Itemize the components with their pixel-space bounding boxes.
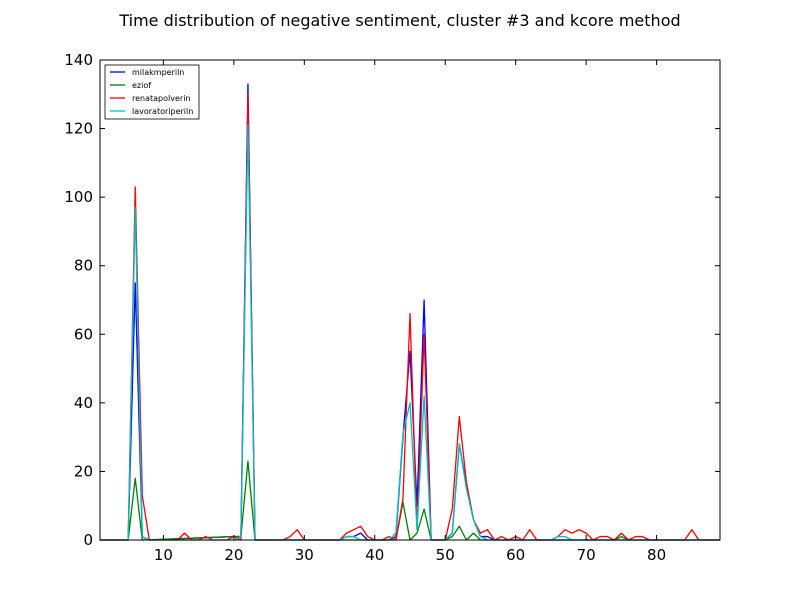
axes-frame: [99, 59, 721, 541]
y-tick-label: 100: [64, 188, 93, 206]
x-tick-label: 50: [436, 546, 455, 564]
y-tick-label: 140: [64, 51, 93, 69]
x-tick-label: 60: [506, 546, 525, 564]
legend-label-milakmperiln: milakmperiln: [132, 68, 184, 77]
x-tick-label: 80: [647, 546, 666, 564]
legend-label-lavoratoriperiln: lavoratoriperiln: [132, 107, 193, 116]
y-tick-label: 80: [74, 257, 93, 275]
y-tick-label: 40: [74, 394, 93, 412]
legend-box: [104, 64, 200, 120]
legend-label-eziof: eziof: [132, 81, 151, 90]
series-line-lavoratoriperiln: [100, 124, 720, 541]
x-tick-label: 70: [577, 546, 596, 564]
legend-label-renatapolverin: renatapolverin: [132, 94, 190, 103]
y-tick-label: 0: [83, 531, 93, 549]
chart-title: Time distribution of negative sentiment,…: [118, 11, 680, 30]
x-tick-label: 10: [154, 546, 173, 564]
x-tick-label: 30: [295, 546, 314, 564]
plot-area: [100, 60, 720, 540]
y-tick-label: 20: [74, 462, 93, 480]
y-tick-label: 120: [64, 120, 93, 138]
x-tick-label: 20: [224, 546, 243, 564]
y-tick-label: 60: [74, 325, 93, 343]
x-tick-label: 40: [365, 546, 384, 564]
